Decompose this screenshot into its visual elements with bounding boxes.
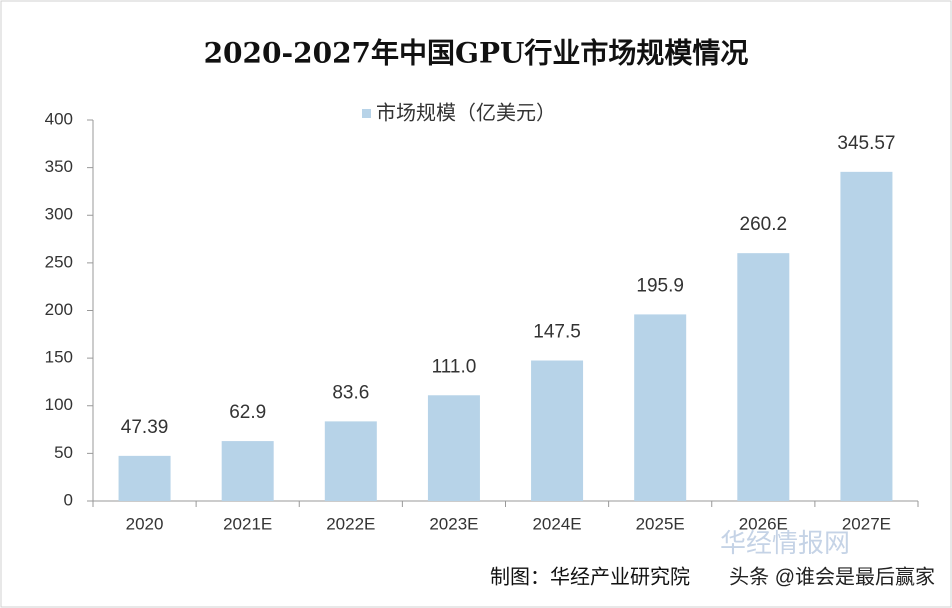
bar bbox=[221, 441, 274, 501]
legend-label: 市场规模（亿美元） bbox=[376, 101, 556, 124]
value-label: 62.9 bbox=[229, 402, 266, 423]
y-tick-label: 250 bbox=[45, 252, 73, 271]
chart-title: 2020-2027年中国GPU行业市场规模情况 bbox=[204, 37, 749, 70]
y-tick-label: 150 bbox=[45, 348, 73, 367]
bar bbox=[324, 421, 377, 501]
y-tick-label: 200 bbox=[45, 300, 73, 319]
bar bbox=[737, 253, 790, 501]
value-label: 83.6 bbox=[332, 382, 369, 403]
y-tick-label: 350 bbox=[45, 157, 73, 176]
x-tick-label: 2027E bbox=[842, 514, 891, 533]
bar bbox=[531, 360, 584, 501]
y-tick-label: 100 bbox=[45, 395, 73, 414]
x-tick-label: 2025E bbox=[636, 514, 685, 533]
y-tick-label: 300 bbox=[45, 205, 73, 224]
y-tick-label: 400 bbox=[45, 109, 73, 128]
x-tick-label: 2023E bbox=[429, 514, 478, 533]
x-tick-label: 2020 bbox=[126, 514, 164, 533]
watermark: 华经情报网 bbox=[720, 528, 850, 558]
x-tick-label: 2024E bbox=[532, 514, 581, 533]
bar bbox=[427, 395, 480, 501]
y-tick-label: 0 bbox=[64, 490, 73, 509]
bar bbox=[840, 171, 893, 501]
value-label: 111.0 bbox=[432, 356, 477, 377]
x-tick-label: 2026E bbox=[739, 514, 788, 533]
x-tick-label: 2022E bbox=[326, 514, 375, 533]
watermark: 头条 @谁会是最后赢家 bbox=[729, 565, 935, 588]
x-tick-label: 2021E bbox=[223, 514, 272, 533]
bar bbox=[634, 314, 687, 501]
value-label: 147.5 bbox=[533, 322, 581, 343]
legend-swatch bbox=[362, 109, 371, 118]
bar bbox=[118, 455, 171, 501]
y-tick-label: 50 bbox=[54, 443, 73, 462]
source: 制图：华经产业研究院 bbox=[490, 565, 690, 588]
value-label: 195.9 bbox=[636, 275, 684, 296]
value-label: 47.39 bbox=[121, 417, 169, 438]
value-label: 345.57 bbox=[837, 133, 895, 154]
value-label: 260.2 bbox=[740, 214, 788, 235]
